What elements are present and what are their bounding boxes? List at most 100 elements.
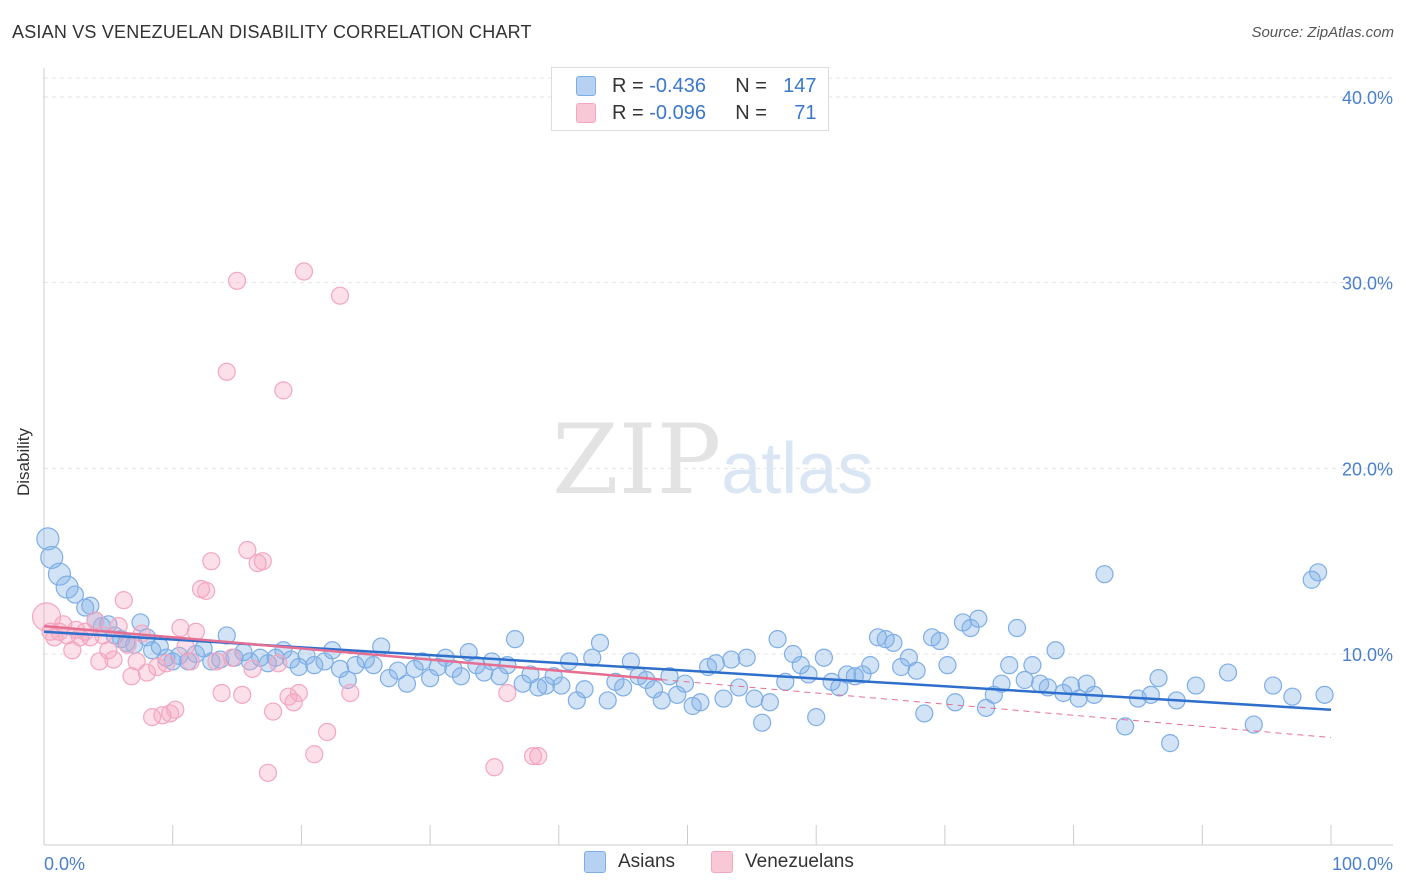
asians-point [405,659,424,678]
venezuelans-point [114,591,133,610]
venezuelans-point [99,641,118,660]
asians-point [65,585,84,604]
asians-point [915,704,934,723]
asians-point [722,650,741,669]
asians-point [992,674,1011,693]
asians-point [1186,676,1205,695]
venezuelans-point [294,262,314,281]
venezuelans-point [263,702,283,721]
venezuelans-point [104,650,123,669]
asians-point [621,652,640,671]
asians-point [1000,656,1019,675]
legend-swatch-asians [576,76,596,96]
legend-n-label: N = [735,74,767,97]
asians-point [590,633,610,652]
asians-point [202,652,221,671]
legend-row-asians: R = -0.436 N = 147 [576,73,817,99]
asians-point [745,689,764,708]
asians-point [544,667,563,686]
chart-source: Source: ZipAtlas.com [1251,24,1394,41]
asians-point [346,656,365,675]
asians-point [768,630,787,649]
venezuelans-point [197,581,216,600]
venezuelans-point [207,652,226,671]
asians-point [729,678,749,697]
legend-r-label: R = [612,74,644,97]
x-tick-label: 0.0% [44,854,85,874]
y-tick-label: 10.0% [1342,645,1393,665]
venezuelans-point [274,381,293,400]
venezuelans-point [341,683,360,703]
asians-point [799,665,818,684]
asians-point [938,656,957,675]
y-tick-label: 20.0% [1342,459,1393,479]
asians-point [559,652,579,671]
venezuelans-point [279,687,298,706]
asians-point [1283,687,1302,706]
x-tick-label: 100.0% [1332,854,1393,874]
venezuelans-point [212,683,231,703]
venezuelans-point [166,700,185,719]
asians-point [861,656,880,675]
asians-point [1309,563,1328,582]
watermark: ZIPatlas [552,404,873,516]
bottom-swatch-asians [584,851,606,873]
asians-point [1315,685,1334,704]
asians-point [1095,565,1114,584]
asians-point [884,633,903,652]
venezuelans-point [157,654,176,673]
y-tick-label: 40.0% [1342,88,1393,108]
venezuelans-point [171,618,190,638]
asians-point [706,654,725,673]
venezuelans-point [217,362,236,381]
legend-r-label: R = [612,101,644,124]
asians-point [1218,663,1238,682]
legend-swatch-venezuelans [576,103,596,123]
venezuelans-point [284,693,303,712]
asians-point [691,693,710,712]
asians-point [1141,685,1160,704]
asians-point [1161,734,1180,753]
asians-point [240,652,260,671]
asians-point [1149,669,1168,688]
venezuelans-point [243,659,262,678]
venezuelans-point [222,648,242,667]
asians-point [907,661,926,680]
asians-point [930,631,949,651]
legend: R = -0.436 N = 147 R = -0.096 N = 71 [551,67,829,131]
asians-point [536,676,556,695]
legend-n-venezuelans: 71 [794,101,817,124]
asians-point [1244,715,1263,734]
y-tick-label: 30.0% [1342,274,1393,294]
asians-point [892,657,911,677]
venezuelans-point [238,540,257,560]
asians-point [513,674,532,693]
y-axis-label: Disability [14,427,33,496]
asians-point [47,562,72,586]
venezuelans-point [318,722,337,742]
asians-point [552,676,571,695]
asians-point [397,674,417,693]
venezuelans-point [330,286,350,305]
asians-point [791,656,810,675]
asians-point [575,680,594,699]
venezuelans-point [118,635,137,654]
asians-point [853,665,872,684]
bottom-legend-label-venezuelans: Venezuelans [745,851,854,872]
asians-point [428,657,447,677]
venezuelans-point [137,663,157,682]
venezuelans-point [258,763,278,782]
asians-point [1115,717,1135,736]
asians-point [737,648,756,667]
venezuelans-point [233,685,252,704]
asians-point [364,656,383,675]
bottom-legend-asians: Asians [584,851,675,873]
legend-r-venezuelans: -0.096 [649,101,706,124]
asians-point [1046,641,1065,660]
asians-point [1015,670,1034,690]
asians-point [946,693,965,712]
venezuelans-point [227,271,247,290]
asians-point [505,630,525,649]
asians-point [36,527,60,551]
